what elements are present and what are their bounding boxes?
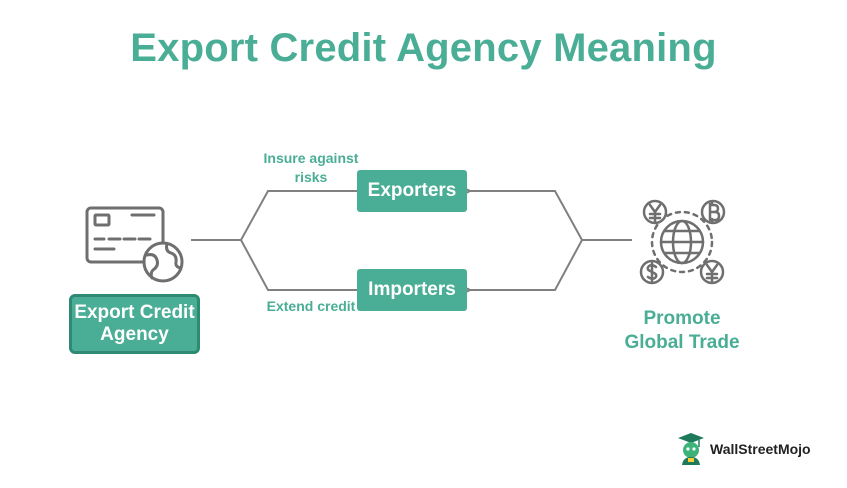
right-fork-connector bbox=[470, 191, 632, 290]
exporters-box: Exporters bbox=[357, 170, 467, 212]
global-currency-icon bbox=[639, 199, 726, 285]
credit-card-globe-icon bbox=[85, 206, 184, 283]
page-title: Export Credit Agency Meaning bbox=[130, 26, 717, 70]
wallstreetmojo-logo[interactable]: WallStreetMojo bbox=[676, 432, 811, 466]
extend-credit-label: Extend credit bbox=[266, 298, 356, 314]
promote-global-trade-label: Promote Global Trade bbox=[624, 308, 740, 353]
export-credit-agency-box: Export Credit Agency bbox=[69, 294, 200, 354]
importers-box: Importers bbox=[357, 269, 467, 311]
left-fork-connector bbox=[191, 190, 357, 291]
brand-name: WallStreetMojo bbox=[710, 441, 811, 457]
wallstreetmojo-logo-icon bbox=[678, 433, 704, 465]
insure-risks-label: Insure against risks bbox=[263, 150, 359, 185]
